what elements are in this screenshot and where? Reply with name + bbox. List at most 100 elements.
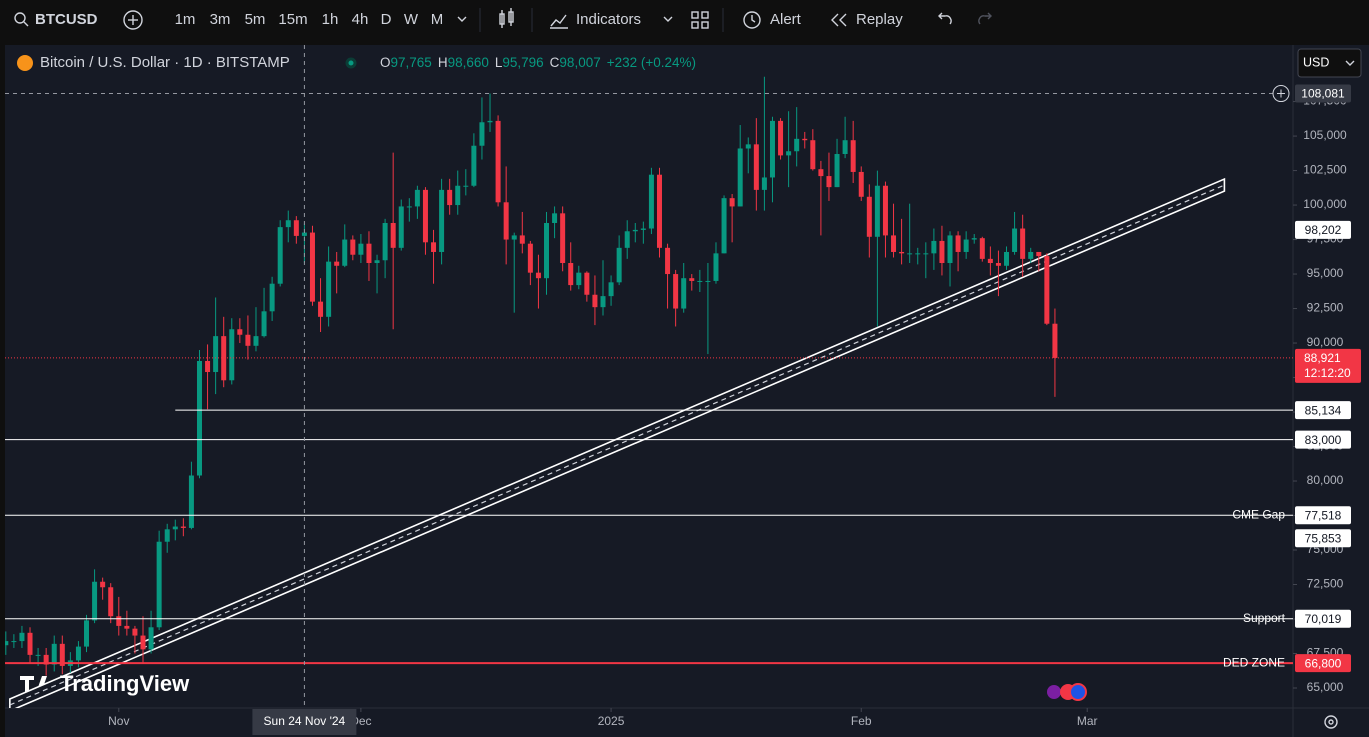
candle-body: [648, 174, 654, 229]
redo[interactable]: [978, 12, 992, 25]
candle-body: [188, 475, 194, 528]
candle-body: [866, 196, 872, 237]
interval[interactable]: 3m: [210, 11, 231, 28]
change: +232 (+0.24%): [607, 55, 696, 70]
candle-body: [535, 272, 541, 279]
candle-body: [431, 242, 437, 252]
candle-body: [334, 261, 340, 266]
interval[interactable]: 15m: [278, 11, 307, 28]
indicators[interactable]: Indicators: [576, 11, 641, 28]
candle-body: [447, 189, 453, 206]
ohlc-key: O: [380, 55, 391, 70]
candle-body: [632, 229, 638, 232]
candle-body: [116, 616, 122, 626]
level-badge: [1295, 506, 1351, 525]
ohlc-key: H: [438, 55, 448, 70]
x-tick-label: 2025: [598, 714, 625, 728]
level-text: Support: [1243, 611, 1286, 625]
candle-body: [100, 581, 106, 588]
interval[interactable]: 5m: [245, 11, 266, 28]
ohlc-value: 98,007: [559, 55, 600, 70]
candle-body: [366, 243, 372, 264]
level-badge-label: 85,134: [1305, 403, 1342, 417]
candle-body: [753, 144, 759, 190]
currency-select[interactable]: [1297, 48, 1362, 78]
candle-body: [455, 185, 461, 206]
candle-body: [293, 220, 299, 236]
candle-body: [769, 120, 775, 178]
candle-body: [164, 529, 170, 542]
candle-body: [422, 189, 428, 243]
candle-body: [705, 280, 711, 282]
candle-body: [939, 240, 945, 264]
level-text: DED ZONE: [1223, 655, 1285, 669]
candle-body: [834, 154, 840, 188]
candle-body: [681, 278, 687, 309]
symbol[interactable]: BTCUSD: [35, 11, 98, 28]
candle-body: [471, 145, 477, 186]
candle-body: [810, 140, 816, 170]
currency[interactable]: USD: [1303, 55, 1329, 69]
candle-body: [721, 198, 727, 254]
candle-body: [5, 641, 9, 646]
candle-body: [1028, 251, 1034, 259]
candle-body: [963, 239, 969, 252]
level-text: CME Gap: [1232, 507, 1285, 521]
x-tick-label: Feb: [851, 714, 872, 728]
candle-body: [414, 189, 420, 207]
candle-body: [221, 336, 227, 381]
candle-body: [140, 635, 146, 650]
ohlc-value: 95,796: [502, 55, 543, 70]
y-tick-label: 102,500: [1303, 163, 1347, 177]
candle-body: [931, 240, 937, 254]
interval-menu[interactable]: [457, 16, 467, 22]
interval[interactable]: M: [431, 11, 444, 28]
alert-icon[interactable]: [743, 11, 761, 29]
replay-icon[interactable]: [831, 13, 847, 27]
candle-body: [342, 239, 348, 266]
candle-body: [818, 169, 824, 177]
layouts-icon[interactable]: [691, 11, 709, 29]
candle-body: [923, 253, 929, 255]
candle-body: [544, 222, 550, 279]
candle-body: [180, 526, 186, 528]
candle-body: [915, 253, 921, 255]
replay[interactable]: Replay: [856, 11, 903, 28]
interval[interactable]: 1h: [322, 11, 339, 28]
plot: [5, 45, 1293, 708]
candle-body: [608, 282, 614, 297]
candle-body: [463, 185, 469, 187]
level-badge: [1295, 430, 1351, 449]
chart-type[interactable]: [499, 8, 514, 28]
candle-body: [51, 643, 57, 665]
price-marker: [1295, 220, 1351, 239]
alert[interactable]: Alert: [770, 11, 802, 28]
indicators-menu[interactable]: [663, 16, 673, 22]
ohlc-key: L: [495, 55, 503, 70]
interval[interactable]: D: [381, 11, 392, 28]
candle-body: [495, 120, 501, 203]
candle-body: [1004, 251, 1010, 266]
crosshair-x-badge: [252, 709, 357, 735]
candle-body: [1044, 256, 1050, 324]
search-icon[interactable]: [14, 12, 29, 27]
candle-body: [794, 138, 800, 152]
interval[interactable]: W: [404, 11, 419, 28]
crosshair-y-badge: [1295, 84, 1351, 103]
interval[interactable]: 1m: [175, 11, 196, 28]
candle-body: [92, 581, 98, 621]
settings[interactable]: [1324, 715, 1338, 729]
toolbar: [0, 0, 1369, 40]
interval[interactable]: 4h: [352, 11, 369, 28]
candle-body: [560, 213, 566, 264]
indicators-icon[interactable]: [550, 14, 568, 29]
events[interactable]: [1047, 683, 1087, 701]
candle-body: [277, 227, 283, 284]
candle-body: [285, 220, 291, 228]
candle-body: [75, 646, 81, 661]
add-symbol[interactable]: [123, 10, 143, 30]
undo[interactable]: [938, 12, 952, 25]
candle-body: [842, 140, 848, 155]
candle-body: [398, 206, 404, 248]
